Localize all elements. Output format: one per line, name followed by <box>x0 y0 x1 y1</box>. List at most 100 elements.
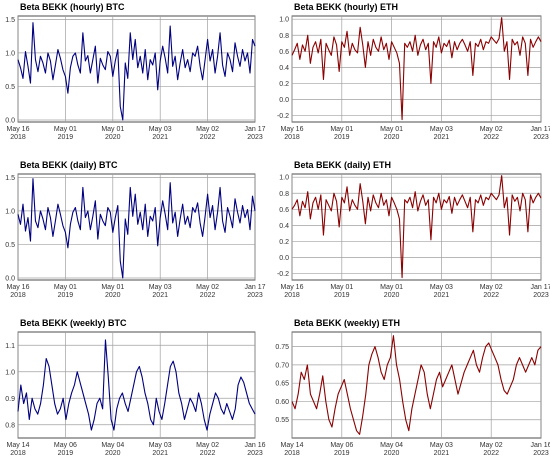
y-tick-label: 1.0 <box>5 369 15 376</box>
x-tick-label-line: 2023 <box>533 134 549 141</box>
x-tick-label-line: 2019 <box>58 450 74 457</box>
chart-panel-4: Beta BEKK (daily) ETH -0.2 0.0 0.2 0.4 0.6 0.8… <box>277 160 550 299</box>
y-tick-label: 0.0 <box>5 117 15 124</box>
x-tick-label-line: May 16 <box>7 284 30 291</box>
series-line-1 <box>17 339 256 431</box>
x-tick-label-line: Jan 17 <box>244 284 265 291</box>
x-tick-label-line: 2021 <box>152 450 168 457</box>
x-tick-label-line: May 02 <box>196 126 219 133</box>
x-tick-label: May 01 2020 <box>380 126 403 141</box>
series-line-1 <box>291 17 542 121</box>
x-tick-label: Jan 17 2023 <box>530 284 550 299</box>
x-tick-label-line: May 02 <box>480 126 503 133</box>
x-tick-label: Jan 17 2023 <box>244 126 265 141</box>
y-tick-label: 1.5 <box>5 175 15 182</box>
x-tick-label-line: 2018 <box>284 292 300 299</box>
x-tick-label-line: 2023 <box>247 134 263 141</box>
x-tick-label-line: Jan 17 <box>244 126 265 133</box>
x-tick-label: May 01 2019 <box>330 126 353 141</box>
chart-panel-5: Beta BEKK (weekly) BTC 0.8 0.9 1.0 1.1 May 14… <box>5 318 265 457</box>
x-tick-label-line: 2022 <box>200 450 216 457</box>
x-tick-label-line: May 03 <box>430 284 453 291</box>
y-tick-label: 0.2 <box>279 239 289 246</box>
x-tick-label-line: 2021 <box>434 450 450 457</box>
x-tick-label: May 04 2020 <box>101 442 124 457</box>
y-tick-label: 0.4 <box>279 65 289 72</box>
x-tick-label-line: May 14 <box>7 442 30 449</box>
series-line-1 <box>17 22 256 121</box>
x-tick-label-line: May 01 <box>380 284 403 291</box>
chart-title: Beta BEKK (daily) ETH <box>294 160 391 170</box>
x-tick-label-line: May 04 <box>380 442 403 449</box>
x-tick-label: May 06 2019 <box>330 442 353 457</box>
x-tick-label: May 06 2019 <box>54 442 77 457</box>
x-tick-label-line: 2023 <box>247 450 263 457</box>
x-tick-label-line: May 02 <box>196 442 219 449</box>
x-tick-label-line: 2022 <box>483 292 499 299</box>
x-tick-label-line: May 02 <box>480 284 503 291</box>
y-tick-label: 0.5 <box>5 84 15 91</box>
x-tick-label-line: 2023 <box>247 292 263 299</box>
x-tick-label-line: 2022 <box>483 134 499 141</box>
x-tick-label-line: Jan 16 <box>530 442 550 449</box>
y-tick-label: 0.0 <box>279 255 289 262</box>
chart-title: Beta BEKK (weekly) BTC <box>20 318 127 328</box>
x-tick-label: May 01 2019 <box>54 126 77 141</box>
x-tick-label: May 03 2021 <box>149 126 172 141</box>
x-tick-label: May 16 2018 <box>281 126 304 141</box>
y-tick-label: -0.2 <box>277 113 289 120</box>
x-tick-label-line: May 02 <box>480 442 503 449</box>
x-tick-label: May 01 2020 <box>101 126 124 141</box>
x-tick-label: May 02 2022 <box>480 126 503 141</box>
y-tick-label: 0.5 <box>5 242 15 249</box>
x-tick-label: May 01 2019 <box>330 284 353 299</box>
x-tick-label-line: May 01 <box>101 284 124 291</box>
x-tick-label-line: 2021 <box>434 292 450 299</box>
x-tick-label-line: Jan 16 <box>244 442 265 449</box>
x-tick-label-line: 2022 <box>200 134 216 141</box>
x-tick-label-line: May 03 <box>149 284 172 291</box>
x-tick-label-line: May 01 <box>380 126 403 133</box>
x-tick-label-line: May 16 <box>7 126 30 133</box>
y-tick-label: 1.0 <box>5 50 15 57</box>
x-tick-label-line: 2022 <box>200 292 216 299</box>
series-line-1 <box>17 178 256 279</box>
y-tick-label: 0.0 <box>5 275 15 282</box>
x-tick-label: May 01 2019 <box>54 284 77 299</box>
y-tick-label: 0.6 <box>279 49 289 56</box>
chart-panel-1: Beta BEKK (hourly) BTC 0.0 0.5 1.0 1.5 May 16… <box>5 2 265 141</box>
plot-frame <box>17 15 256 123</box>
x-tick-label: May 03 2021 <box>149 442 172 457</box>
y-tick-label: 1.0 <box>5 208 15 215</box>
x-tick-label-line: May 01 <box>54 126 77 133</box>
y-tick-label: 0.4 <box>279 223 289 230</box>
x-tick-label-line: 2018 <box>10 450 26 457</box>
x-tick-label-line: May 01 <box>54 284 77 291</box>
x-tick-label: May 01 2020 <box>101 284 124 299</box>
chart-title: Beta BEKK (hourly) ETH <box>294 2 398 12</box>
chart-title: Beta BEKK (hourly) BTC <box>20 2 125 12</box>
x-tick-label: May 14 2018 <box>7 442 30 457</box>
x-tick-label: May 03 2021 <box>430 284 453 299</box>
x-tick-label: May 03 2021 <box>430 442 453 457</box>
x-tick-label: May 02 2022 <box>196 126 219 141</box>
x-tick-label: Jan 17 2023 <box>244 284 265 299</box>
x-tick-label-line: 2020 <box>384 134 400 141</box>
x-tick-label-line: Jan 17 <box>530 284 550 291</box>
x-tick-label-line: May 03 <box>430 442 453 449</box>
y-tick-label: 1.5 <box>5 17 15 24</box>
x-tick-label-line: 2019 <box>334 134 350 141</box>
x-tick-label-line: 2019 <box>58 292 74 299</box>
x-tick-label-line: 2021 <box>434 134 450 141</box>
y-tick-label: 0.55 <box>275 417 289 424</box>
x-tick-label-line: 2018 <box>284 134 300 141</box>
x-tick-label-line: May 01 <box>101 126 124 133</box>
x-tick-label: May 02 2022 <box>196 442 219 457</box>
x-tick-label-line: May 03 <box>149 442 172 449</box>
plot-frame <box>17 331 256 439</box>
x-tick-label: May 02 2022 <box>480 442 503 457</box>
y-tick-label: 0.70 <box>275 362 289 369</box>
x-tick-label: May 16 2018 <box>281 284 304 299</box>
chart-title: Beta BEKK (weekly) ETH <box>294 318 400 328</box>
x-tick-label-line: 2020 <box>105 134 121 141</box>
